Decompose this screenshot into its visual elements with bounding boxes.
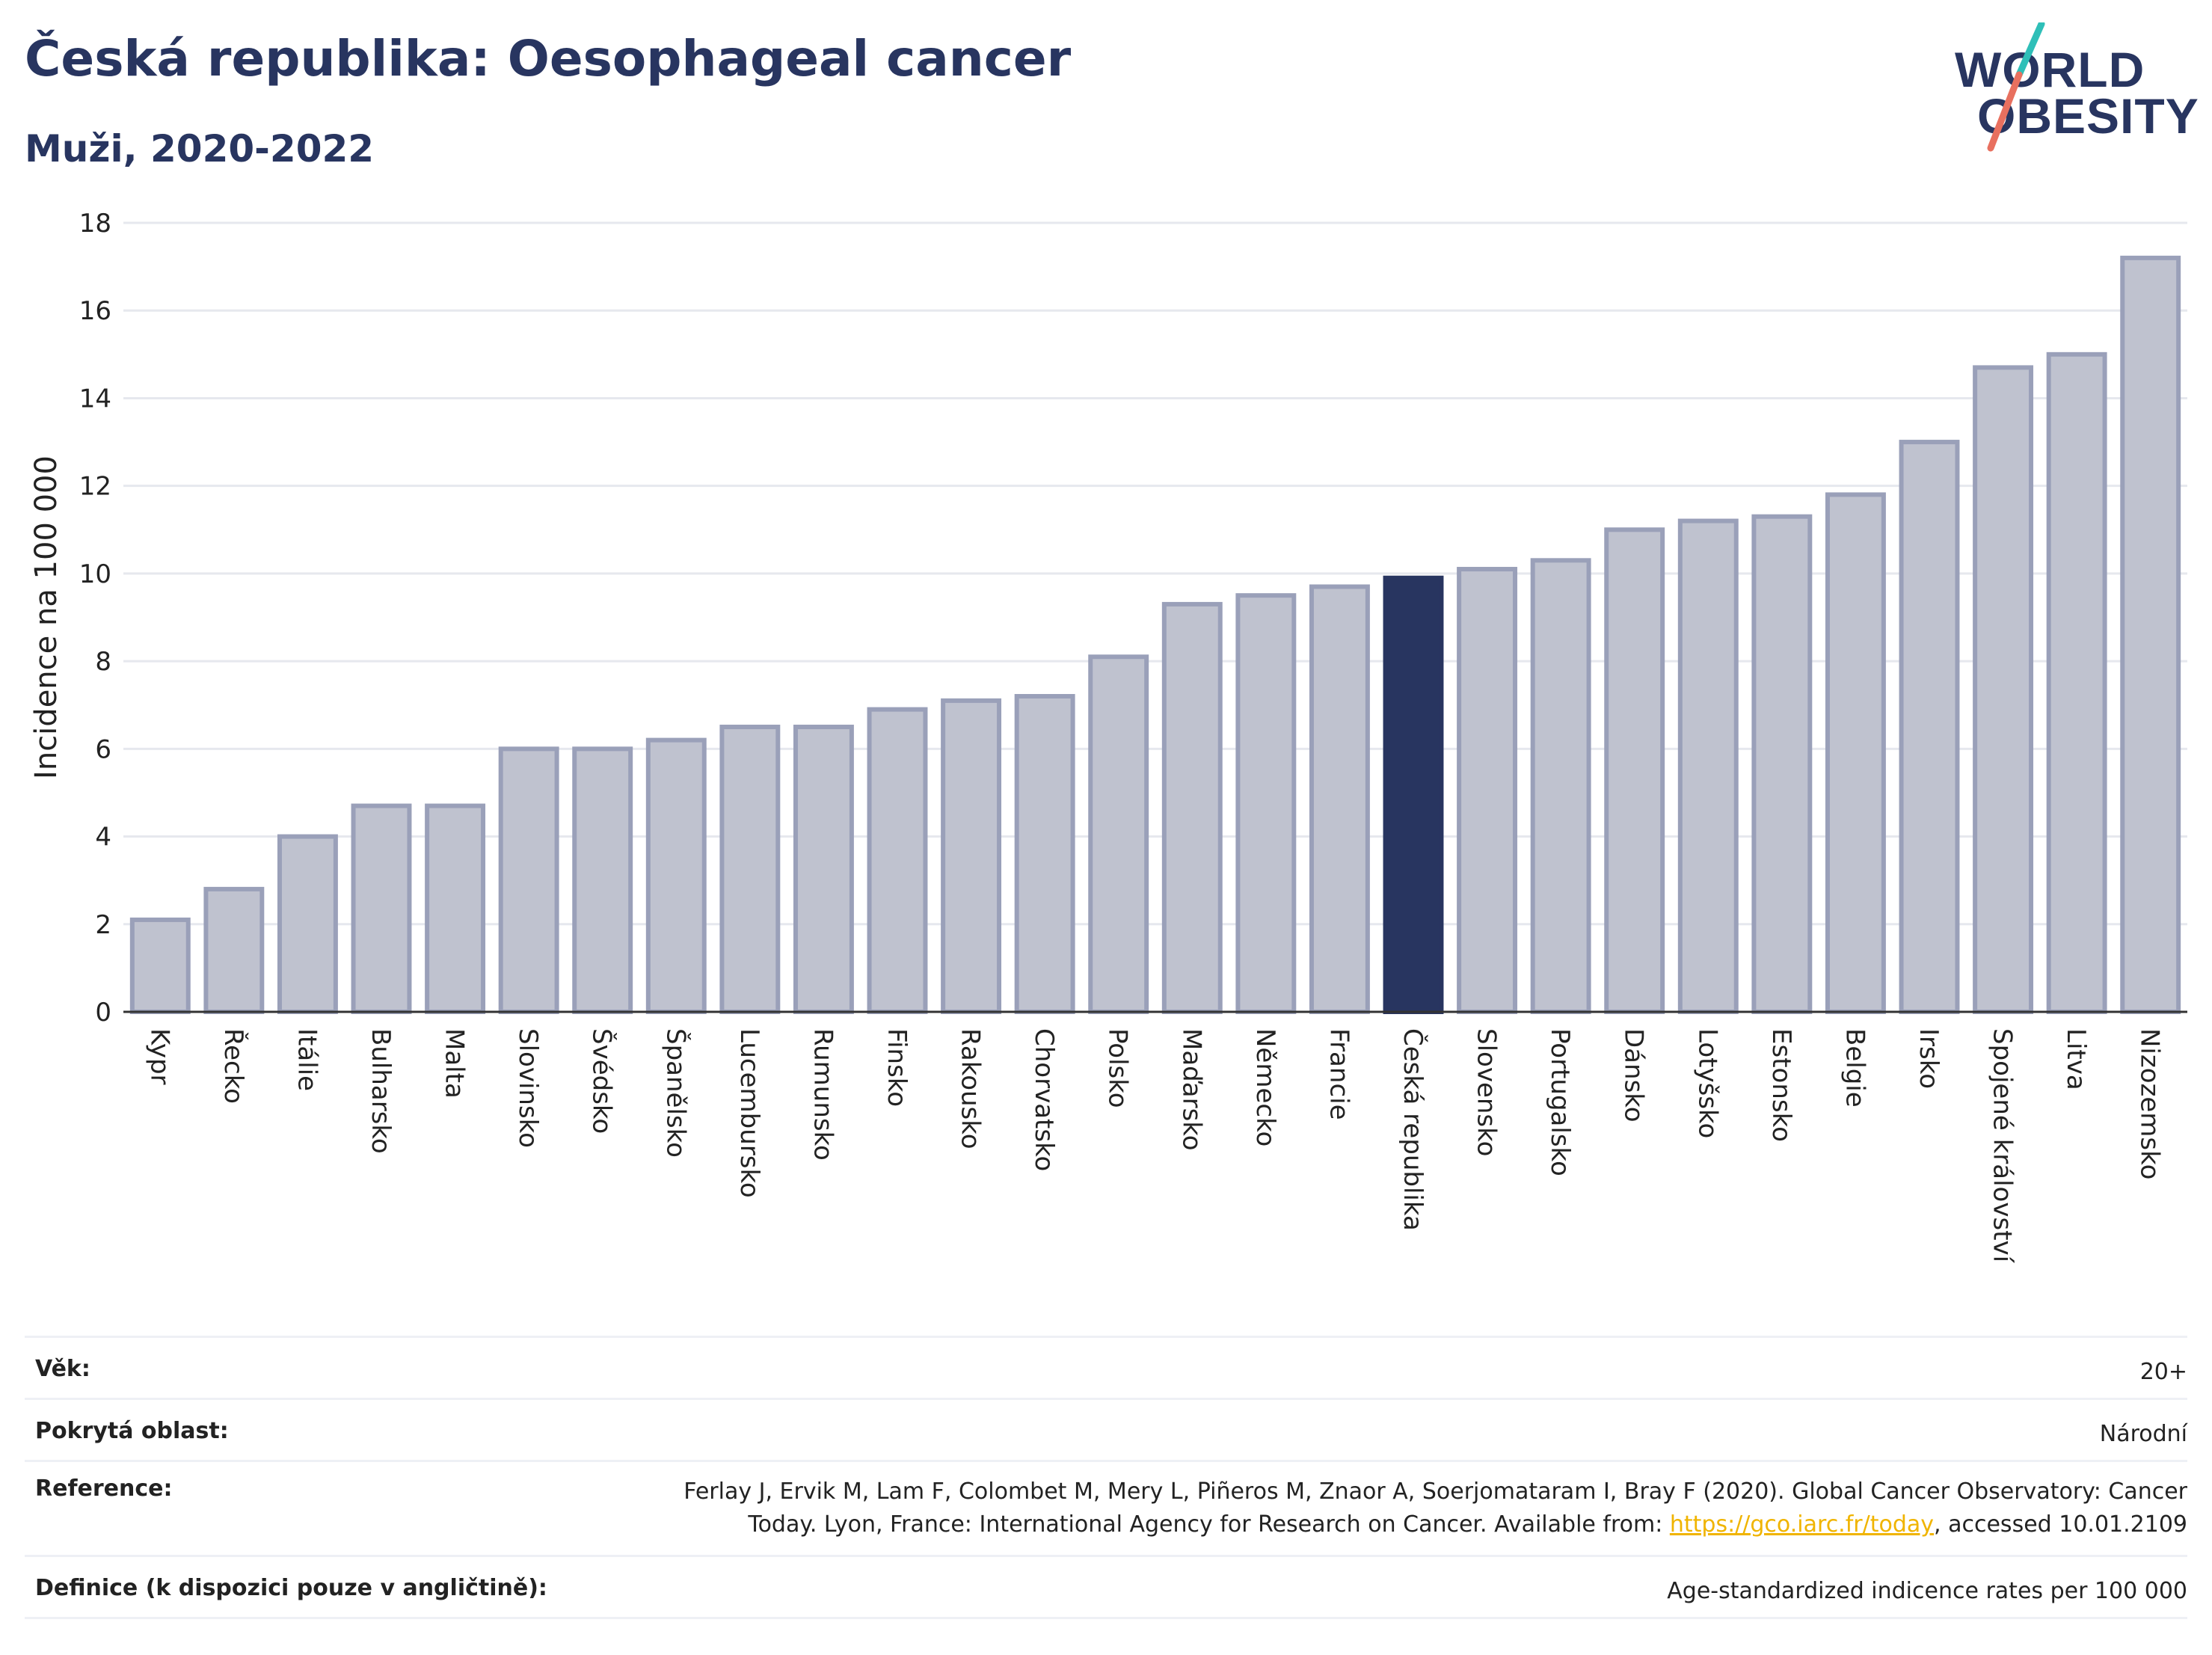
bar: [1457, 567, 1518, 1014]
x-tick-label: Itálie: [292, 1028, 322, 1091]
bar: [867, 707, 928, 1014]
x-tick-label: Litva: [2061, 1028, 2091, 1090]
bar: [1604, 527, 1665, 1014]
page-subtitle: Muži, 2020-2022: [25, 127, 375, 171]
x-tick-label: Rakousko: [956, 1028, 986, 1149]
age-value: 20+: [2139, 1359, 2187, 1385]
y-tick-label: 12: [79, 472, 111, 502]
area-value: Národní: [2099, 1421, 2187, 1447]
bar: [941, 698, 1002, 1014]
x-tick-label: Finsko: [882, 1028, 912, 1107]
bar: [1383, 575, 1444, 1014]
bar: [1014, 694, 1075, 1014]
reference-text-2a: Today. Lyon, France: International Agenc…: [748, 1511, 1670, 1538]
reference-label: Reference:: [35, 1476, 173, 1502]
x-tick-label: Irsko: [1914, 1028, 1944, 1089]
age-label: Věk:: [35, 1356, 90, 1382]
info-row-definition: Definice (k dispozici pouze v angličtině…: [25, 1555, 2187, 1619]
x-tick-label: Spojené království: [1988, 1028, 2018, 1264]
bar: [1530, 558, 1591, 1014]
x-tick-label: Švédsko: [587, 1028, 618, 1134]
x-tick-label: Malta: [440, 1028, 470, 1099]
bar: [1751, 514, 1813, 1014]
y-axis-title: Incidence na 100 000: [29, 455, 64, 779]
x-tick-label: Polsko: [1103, 1028, 1133, 1108]
x-axis-labels: Kypr Řecko Itálie Bulharsko Malta Slovinsko Šv…: [144, 1028, 2164, 1264]
y-tick-label: 18: [79, 209, 111, 239]
bar: [351, 803, 412, 1014]
x-tick-label: Španělsko: [660, 1028, 691, 1158]
bar: [1235, 593, 1297, 1014]
area-label: Pokrytá oblast:: [35, 1418, 229, 1444]
reference-link[interactable]: https://gco.iarc.fr/today: [1669, 1511, 1935, 1538]
y-tick-label: 10: [79, 559, 111, 589]
x-tick-label: Slovinsko: [513, 1028, 543, 1148]
x-tick-label: Estonsko: [1766, 1028, 1796, 1142]
x-tick-label: Řecko: [218, 1028, 249, 1104]
info-table: Věk: 20+ Pokrytá oblast: Národní Referen…: [25, 1336, 2187, 1619]
reference-text-2b: , accessed 10.01.2109: [1934, 1511, 2187, 1538]
x-tick-label: Nizozemsko: [2135, 1028, 2165, 1179]
bar: [1825, 492, 1886, 1014]
logo-line-1: WORLD: [1955, 42, 2145, 97]
x-tick-label: Francie: [1324, 1028, 1354, 1120]
definition-value: Age-standardized indicence rates per 100…: [1667, 1578, 2187, 1604]
y-tick-label: 2: [95, 910, 111, 940]
info-row-reference: Reference: Ferlay J, Ervik M, Lam F, Col…: [25, 1460, 2187, 1555]
x-tick-label: Chorvatsko: [1029, 1028, 1059, 1171]
page-title: Česká republika: Oesophageal cancer: [25, 30, 1072, 87]
bar: [203, 886, 265, 1015]
bar: [2120, 255, 2181, 1014]
y-axis-ticks: 0 2 4 6 8 10 12 14 16 18: [79, 209, 111, 1028]
bar: [1899, 440, 1960, 1014]
x-tick-label: Kypr: [144, 1028, 174, 1085]
y-tick-label: 0: [95, 998, 111, 1028]
world-obesity-logo: WORLD OBESITY: [1944, 22, 2199, 157]
info-row-age: Věk: 20+: [25, 1336, 2187, 1398]
x-tick-label: Belgie: [1840, 1028, 1870, 1108]
bar: [2046, 351, 2107, 1015]
bar: [425, 803, 486, 1014]
x-tick-label: Dánsko: [1619, 1028, 1649, 1123]
y-tick-label: 4: [95, 823, 111, 853]
bar: [129, 917, 191, 1015]
y-tick-label: 8: [95, 647, 111, 677]
definition-label: Definice (k dispozici pouze v angličtině…: [35, 1575, 547, 1601]
bar: [1677, 518, 1739, 1014]
y-tick-label: 6: [95, 734, 111, 764]
info-row-area: Pokrytá oblast: Národní: [25, 1398, 2187, 1460]
logo-slash-icon: [1987, 22, 2045, 152]
bar: [1973, 365, 2034, 1014]
bars: [129, 255, 2181, 1015]
x-tick-label: Rumunsko: [808, 1028, 838, 1161]
x-tick-label: Lucembursko: [734, 1028, 764, 1198]
reference-text-1: Ferlay J, Ervik M, Lam F, Colombet M, Me…: [683, 1479, 2187, 1505]
bar: [645, 737, 707, 1014]
x-tick-label: Lotyšsko: [1692, 1028, 1722, 1138]
reference-value: Ferlay J, Ervik M, Lam F, Colombet M, Me…: [683, 1476, 2187, 1541]
logo-line-2: OBESITY: [1977, 88, 2199, 144]
y-tick-label: 14: [79, 384, 111, 414]
x-tick-label: Česká republika: [1398, 1028, 1428, 1231]
bar: [719, 725, 781, 1014]
bar: [498, 746, 559, 1014]
x-tick-label: Maďarsko: [1176, 1028, 1206, 1151]
bar-chart: 0 2 4 6 8 10 12 14 16 18 Kypr Řecko Itálie Bulharsko…: [29, 209, 2187, 1264]
bar: [277, 834, 338, 1014]
x-tick-label: Německo: [1250, 1028, 1280, 1146]
x-tick-label: Slovensko: [1472, 1028, 1502, 1156]
bar: [1309, 584, 1370, 1014]
x-tick-label: Bulharsko: [366, 1028, 396, 1154]
bar: [572, 746, 633, 1014]
bar: [1161, 601, 1223, 1014]
bar: [1088, 654, 1149, 1014]
x-tick-label: Portugalsko: [1545, 1028, 1575, 1176]
y-tick-label: 16: [79, 296, 111, 326]
bar: [793, 725, 854, 1014]
